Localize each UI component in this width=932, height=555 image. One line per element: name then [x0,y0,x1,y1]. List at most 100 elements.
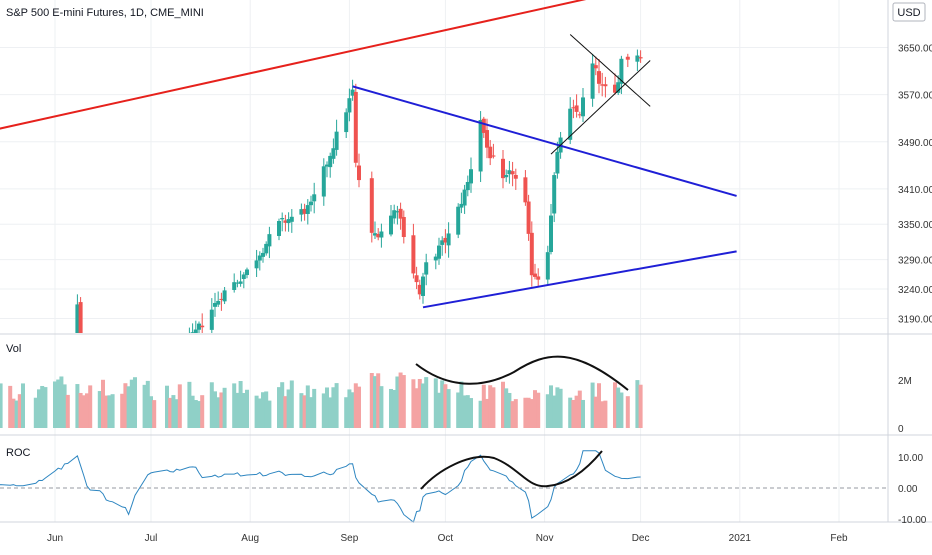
volume-bar [171,395,176,428]
price-axis-tick-label: 3490.00 [898,138,932,149]
resistance-trendline [0,0,587,130]
candle-body [309,201,313,206]
volume-bar [369,373,374,428]
currency-button[interactable] [892,2,926,22]
candle-body [501,158,505,179]
candle-body [459,203,464,208]
volume-bar [11,398,16,428]
candle-body [581,97,585,117]
candle-body [443,237,448,243]
volume-bar [267,400,272,428]
volume-bar [481,384,486,428]
candle-body [440,240,445,245]
volume-bar [321,393,326,428]
annotation-layer [415,355,629,490]
volume-bar [254,395,259,428]
candle-body [376,233,381,238]
candle-body [302,208,307,214]
volume-bar [574,395,579,428]
candle-body [533,273,537,277]
volume-bar [75,384,80,428]
volume-bar [478,400,483,428]
candle-body [603,84,608,87]
price-axis-tick-label: 3570.00 [898,91,932,102]
candle-body [261,252,265,257]
candle-body [590,63,595,99]
volume-bar [373,376,377,428]
volume-bar [59,376,64,428]
x-axis-tick-label: Dec [632,533,650,544]
candle-body [491,155,496,157]
volume-bar [107,395,112,428]
volume-bar [245,389,249,428]
volume-bar [347,389,352,428]
volume-bar [110,394,115,428]
candle-body [331,148,336,159]
volume-bar [17,394,22,428]
roc-axis-tick-label: 10.00 [898,453,923,464]
price-axis-tick-label: 3190.00 [898,315,932,326]
volume-bar [417,378,422,428]
volume-bar [504,388,509,428]
candle-body [238,281,243,284]
volume-bar [635,380,640,428]
volume-bar [232,383,237,428]
candle-body [577,114,582,116]
volume-bar [401,375,406,428]
candle-body [597,71,601,84]
volume-bar [37,389,41,428]
volume-bar [488,385,493,428]
volume-bar [33,397,38,428]
price-panel [0,0,737,333]
roc-axis-tick-label: 0.00 [898,484,918,495]
volume-bar [257,398,262,428]
volume-panel [0,372,643,428]
volume-bar [331,387,336,428]
candle-body [395,211,400,213]
candle-body [373,233,377,236]
volume-bar [209,382,214,428]
roc-line [0,450,641,523]
volume-bar [219,392,224,428]
volume-bar [526,397,531,428]
candle-body [299,209,304,215]
volume-bar [603,400,608,428]
candle-body [526,201,531,234]
volume-bar [14,400,19,428]
candle-body [280,218,285,220]
volume-bar [261,392,265,428]
x-axis-tick-label: Nov [536,533,554,544]
lower-channel-trendline [422,250,737,309]
volume-bar [344,397,349,428]
volume-bar [177,384,182,428]
candle-body [462,189,467,206]
volume-bar [613,382,617,428]
candle-body [504,175,509,178]
volume-bar [398,372,403,428]
candle-body [545,252,550,280]
price-axis-tick-label: 3650.00 [898,44,932,55]
candle-body [469,169,473,184]
volume-bar [552,395,557,428]
candle-body [369,178,374,233]
volume-annotation-curve [415,355,629,391]
price-axis-tick-label: 3410.00 [898,185,932,196]
volume-bar [581,399,585,428]
candle-body [536,276,541,280]
volume-bar [593,396,598,428]
candle-body [488,146,493,159]
volume-bar [85,393,89,428]
volume-bar [53,381,57,428]
volume-bar [101,379,105,428]
volume-bar [123,383,128,428]
triangle-lower-trendline [550,60,651,155]
volume-bar [501,381,505,428]
candle-body [197,323,201,330]
volume-bar [469,398,473,428]
volume-bar [299,393,304,428]
volume-bar [193,400,198,428]
candle-body [481,118,486,133]
candle-body [411,235,416,274]
